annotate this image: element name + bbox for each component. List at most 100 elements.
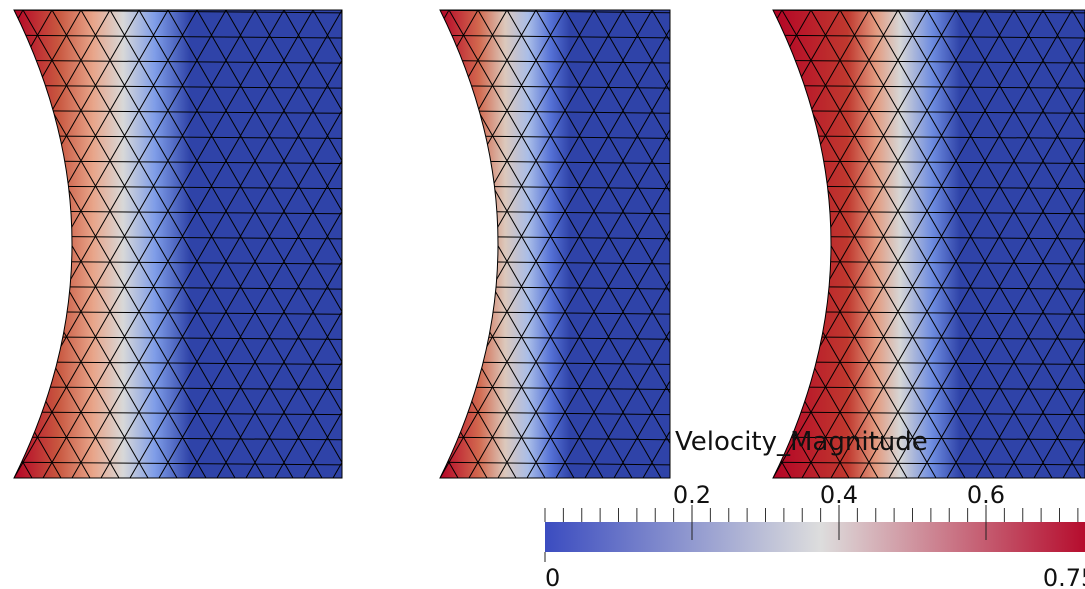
mesh-edge [593,10,670,478]
mesh-edge [14,10,236,478]
mesh-edge [468,10,670,478]
mesh-edge [1033,10,1085,478]
tick-label: 0.2 [673,481,711,509]
mesh-edge [810,10,1082,478]
mesh-edge [830,10,1085,478]
range-label: 0 [545,564,560,589]
mesh-edge [187,10,342,478]
mesh-edge [773,10,1044,478]
mesh-edge [773,10,870,478]
mesh-edge [1004,10,1085,478]
mesh-edge [917,10,1085,478]
mesh-edge [196,10,342,478]
mesh-edge [975,10,1085,478]
mesh-edge [839,10,1085,478]
mesh-edge [440,10,662,478]
mesh-edge [613,10,670,478]
mesh-edge [773,436,1085,441]
mesh-edge [781,10,1053,478]
mesh-edge [14,10,33,478]
mesh-edge [555,10,670,478]
mesh-edge [167,10,342,478]
mesh-edge [955,10,1085,478]
mesh-edge [888,10,1085,478]
mesh-edge [254,10,342,478]
mesh-edge [564,10,670,478]
mesh-edge [14,436,342,441]
mesh-edge [14,84,342,89]
mesh-edge [526,10,670,478]
mesh-edge [109,10,342,478]
colorbar-title: Velocity_Magnitude [675,427,928,457]
mesh-edge [535,10,670,478]
mesh-edge [225,10,342,478]
mesh-edge [274,10,342,478]
mesh-edge [216,10,342,478]
mesh-edge [440,461,670,466]
mesh-edge [440,10,670,14]
mesh-panel-1 [0,9,343,479]
mesh-edge [440,10,537,478]
mesh-edge [440,10,575,478]
mesh-edge [22,10,294,478]
mesh-edge [773,10,899,478]
mesh-edge [138,10,342,478]
mesh-edge [440,10,653,478]
mesh-edge [622,10,670,478]
mesh-edge [773,10,986,478]
mesh-edge [773,10,908,478]
mesh-edge [14,10,111,478]
mesh-edge [1013,10,1085,478]
mesh-edge [984,10,1085,478]
mesh-edge [14,10,227,478]
mesh-edge [497,10,670,478]
mesh-edge [80,10,342,478]
mesh-edge [14,10,149,478]
mesh-edge [440,10,546,478]
colorbar [545,522,1085,552]
mesh-edge [440,436,670,441]
mesh-edge [477,10,670,478]
mesh-edge [773,10,995,478]
mesh-edge [448,10,670,478]
tick-label: 0.4 [820,481,858,509]
mesh-edge [584,10,670,478]
mesh-edge [801,10,1073,478]
mesh-edge [926,10,1085,478]
mesh-edge [773,10,879,478]
mesh-edge [14,109,342,114]
mesh-edge [14,34,342,39]
colorbar-ticks: 0.2 0.4 0.6 0 0.75 [544,481,1085,589]
mesh-edge [868,10,1085,478]
mesh-edge [283,10,342,478]
mesh-edge [71,10,342,478]
mesh-edge [14,411,342,416]
range-label: 0.75 [1043,564,1085,589]
mesh-edge [0,10,3,478]
mesh-edge [773,461,1085,466]
mesh-edge [158,10,342,478]
mesh-edge [0,10,43,478]
mesh-edge [14,10,342,14]
mesh-edge [773,34,1085,39]
mesh-edge [440,10,670,478]
mesh-edge [51,10,323,478]
mesh-edge [14,10,120,478]
tick-label: 0.6 [967,481,1005,509]
mesh-edge [14,461,342,466]
mesh-edge [14,386,342,391]
mesh-edge [773,386,1085,391]
mesh-edge [129,10,342,478]
mesh-edge [859,10,1085,478]
mesh-edge [440,34,670,39]
mesh-edge [14,10,285,478]
mesh-edge [0,10,14,478]
mesh-edge [897,10,1085,478]
mesh-edge [42,10,314,478]
mesh-edge [245,10,342,478]
mesh-edge [506,10,670,478]
mesh-edge [100,10,342,478]
mesh-edge [946,10,1085,478]
